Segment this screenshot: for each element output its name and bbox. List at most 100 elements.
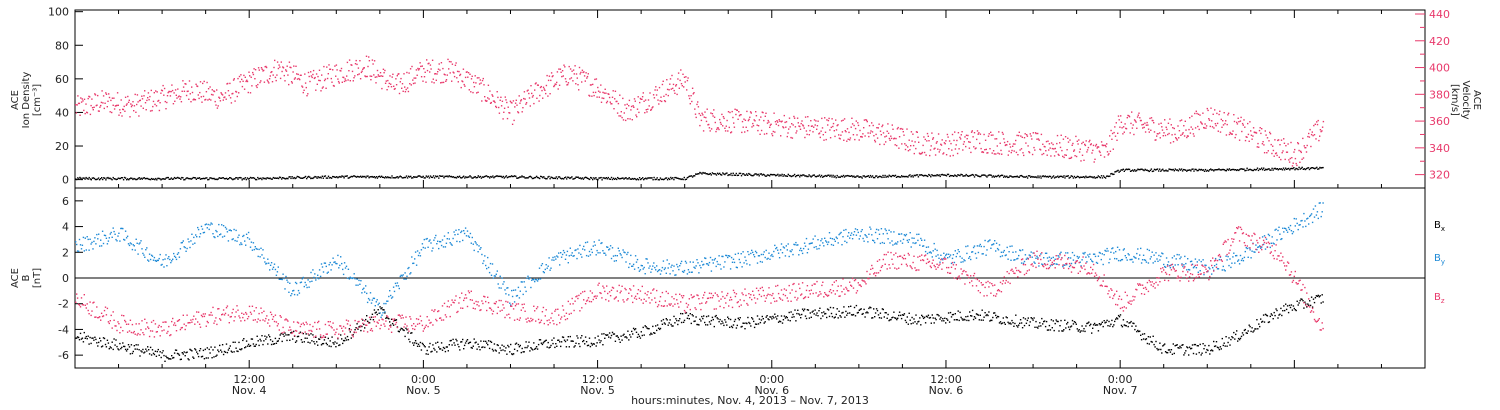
data-point xyxy=(460,86,462,89)
data-point xyxy=(1253,168,1256,171)
data-point xyxy=(694,320,696,322)
data-point xyxy=(939,318,941,320)
data-point xyxy=(1144,168,1146,171)
data-point xyxy=(461,177,463,179)
data-point xyxy=(1309,300,1311,302)
data-point xyxy=(530,176,533,178)
data-point xyxy=(292,338,294,340)
data-point xyxy=(487,256,489,259)
data-point xyxy=(110,178,112,180)
data-point xyxy=(576,77,578,79)
data-point xyxy=(229,229,231,231)
data-point xyxy=(1309,128,1311,131)
data-point xyxy=(1318,168,1320,170)
data-point xyxy=(530,85,532,87)
data-point xyxy=(660,178,663,181)
data-point xyxy=(966,319,968,322)
data-point xyxy=(984,174,986,176)
data-point xyxy=(1064,319,1066,321)
data-point xyxy=(1104,322,1106,324)
data-point xyxy=(401,275,403,277)
data-point xyxy=(919,174,922,176)
data-point xyxy=(726,119,728,122)
data-point xyxy=(491,94,493,96)
data-point xyxy=(742,173,745,175)
data-point xyxy=(650,332,652,334)
data-point xyxy=(1009,146,1012,148)
data-point xyxy=(104,234,107,237)
data-point xyxy=(890,175,892,178)
data-point xyxy=(1114,171,1116,173)
data-point xyxy=(316,341,318,343)
data-point xyxy=(434,73,437,75)
data-point xyxy=(149,258,152,261)
data-point xyxy=(644,178,646,180)
data-point xyxy=(327,337,329,340)
data-point xyxy=(1319,135,1321,137)
data-point xyxy=(279,334,281,336)
data-point xyxy=(219,100,222,102)
data-point xyxy=(578,66,581,69)
data-point xyxy=(1045,150,1047,152)
data-point xyxy=(1020,135,1022,137)
data-point xyxy=(842,311,844,314)
data-point xyxy=(1282,150,1284,152)
data-point xyxy=(791,316,793,318)
data-point xyxy=(1120,169,1122,171)
data-point xyxy=(651,268,653,270)
data-point xyxy=(988,133,990,135)
data-point xyxy=(76,337,78,339)
data-point xyxy=(100,178,102,180)
data-point xyxy=(1014,322,1016,325)
data-point xyxy=(609,245,612,247)
data-point xyxy=(75,337,77,339)
data-point xyxy=(1113,173,1115,175)
data-point xyxy=(589,345,592,348)
data-point xyxy=(280,278,282,280)
data-point xyxy=(387,79,389,82)
data-point xyxy=(388,82,390,85)
data-point xyxy=(274,177,277,179)
data-point xyxy=(1192,133,1195,135)
data-point xyxy=(390,324,392,326)
data-point xyxy=(1176,344,1178,346)
data-point xyxy=(1085,325,1087,327)
data-point xyxy=(1120,115,1122,117)
data-point xyxy=(766,122,769,124)
data-point xyxy=(1187,135,1189,137)
data-point xyxy=(431,176,434,179)
data-point xyxy=(674,274,676,276)
data-point xyxy=(728,318,730,320)
data-point xyxy=(782,126,784,128)
data-point xyxy=(215,104,217,106)
data-point xyxy=(348,70,350,72)
data-point xyxy=(612,177,615,179)
data-point xyxy=(696,259,698,261)
data-point xyxy=(245,340,248,342)
data-point xyxy=(337,177,339,179)
data-point xyxy=(448,344,450,346)
data-point xyxy=(699,171,701,174)
data-point xyxy=(389,176,391,179)
data-point xyxy=(269,264,272,266)
data-point xyxy=(383,309,385,311)
data-point xyxy=(1205,170,1208,172)
data-point xyxy=(558,339,560,341)
data-point xyxy=(176,97,178,99)
data-point xyxy=(487,340,490,342)
data-point xyxy=(483,84,485,86)
data-point xyxy=(671,325,673,327)
data-point xyxy=(100,245,103,247)
data-point xyxy=(1066,149,1068,151)
data-point xyxy=(531,279,533,281)
data-point xyxy=(83,331,85,334)
data-point xyxy=(136,178,138,181)
data-point xyxy=(677,72,680,74)
data-point xyxy=(742,126,744,128)
data-point xyxy=(1190,347,1193,350)
data-point xyxy=(394,282,397,285)
data-point xyxy=(1054,322,1056,325)
data-point xyxy=(782,319,785,321)
data-point xyxy=(764,115,766,117)
data-point xyxy=(758,175,760,177)
